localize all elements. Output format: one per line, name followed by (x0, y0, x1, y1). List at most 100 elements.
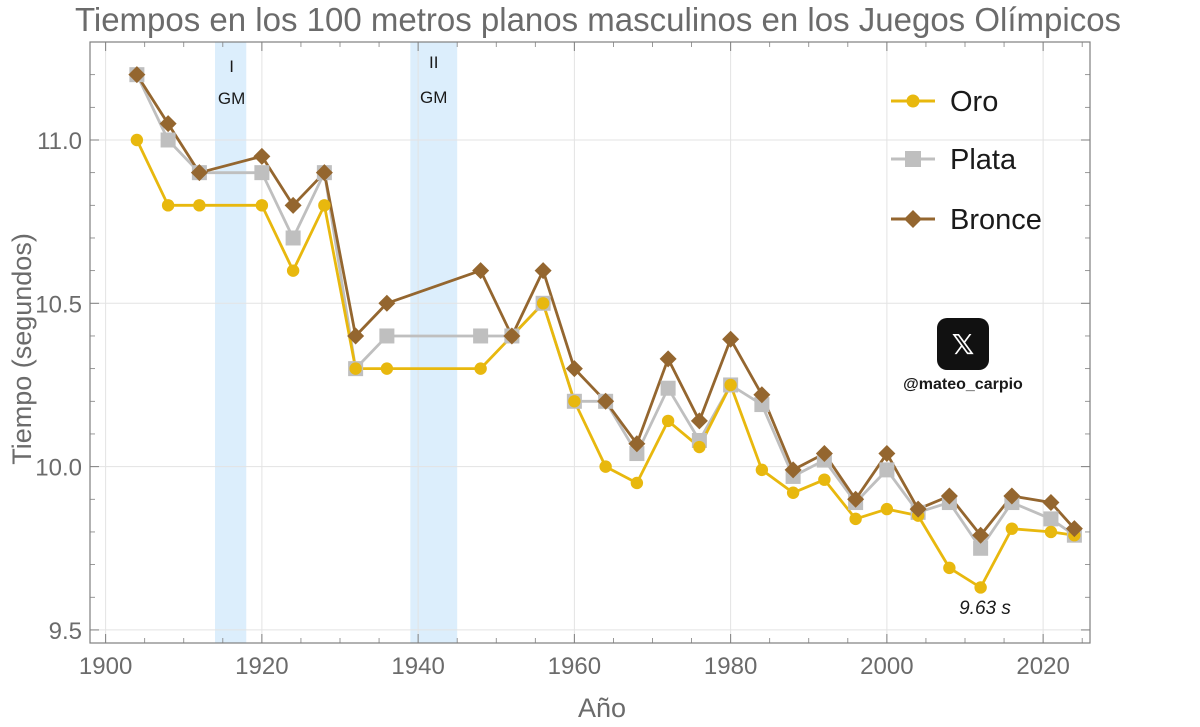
point-plata (629, 446, 645, 462)
axis-ticks: 1900 1920 1940 1960 1980 2000 2020 9.5 10.0 10.5 1… (35, 42, 1090, 680)
war-band-1-label-line2: GM (218, 89, 245, 108)
point-oro (130, 133, 144, 147)
x-tick-label: 2020 (1016, 653, 1069, 680)
point-bronce (972, 526, 990, 544)
war-band-1 (215, 42, 247, 643)
series-line-plata (135, 74, 1076, 550)
point-bronce (253, 147, 271, 165)
point-plata (254, 165, 270, 181)
x-axis-label: Año (578, 693, 626, 723)
legend-marker-oro (906, 94, 920, 108)
legend-marker-plata (905, 151, 921, 167)
x-tick-label: 1900 (79, 653, 132, 680)
point-bronce (690, 412, 708, 430)
point-oro (193, 199, 206, 212)
war-band-2 (410, 42, 458, 643)
war-bands (215, 42, 458, 643)
point-oro (943, 561, 956, 575)
point-bronce (784, 461, 802, 479)
legend: Oro Plata Bronce (891, 86, 1042, 236)
war-band-labels: I GM II GM (218, 53, 448, 108)
y-tick-label: 10.5 (35, 291, 82, 318)
point-bronce (503, 327, 521, 345)
plot-frame (89, 41, 1091, 644)
point-oro (755, 463, 769, 477)
point-oro (880, 502, 894, 516)
legend-label-plata: Plata (950, 144, 1017, 176)
point-oro (318, 199, 331, 212)
point-plata (473, 328, 489, 344)
point-oro (1044, 525, 1058, 539)
point-bronce (284, 196, 302, 214)
watermark: 𝕏 @mateo_carpio (903, 318, 1023, 393)
point-bronce (753, 386, 771, 404)
point-oro (724, 378, 737, 392)
y-tick-label: 9.5 (49, 618, 82, 645)
legend-marker-bronce (904, 210, 922, 228)
x-logo-glyph: 𝕏 (952, 328, 975, 361)
watermark-handle: @mateo_carpio (903, 376, 1023, 393)
point-oro (286, 264, 300, 277)
point-bronce (378, 294, 396, 312)
point-oro (818, 473, 831, 486)
series-line-oro (135, 139, 1075, 589)
legend-item-plata: Plata (891, 144, 1017, 176)
point-bronce (628, 435, 646, 453)
point-plata (379, 328, 395, 344)
point-bronce (159, 115, 177, 133)
point-bronce (190, 164, 208, 182)
x-tick-label: 1980 (704, 653, 757, 680)
point-plata (879, 462, 895, 478)
point-oro (786, 486, 800, 499)
point-bronce (878, 445, 896, 463)
point-oro (536, 297, 550, 310)
point-oro (974, 581, 987, 594)
point-bronce (940, 487, 958, 505)
point-oro (661, 414, 675, 428)
y-tick-label: 10.0 (35, 455, 82, 482)
point-oro (1005, 522, 1019, 535)
point-oro (849, 512, 862, 526)
war-band-1-label-line1: I (229, 57, 234, 76)
series-layer (128, 66, 1083, 594)
record-annotation: 9.63 s (959, 598, 1011, 619)
point-plata (285, 230, 301, 246)
point-oro (161, 199, 175, 212)
point-oro (693, 440, 706, 454)
point-bronce (347, 327, 365, 345)
y-tick-label: 11.0 (37, 128, 82, 155)
point-bronce (597, 392, 615, 410)
point-bronce (534, 262, 552, 280)
point-oro (255, 199, 269, 212)
point-bronce (315, 164, 333, 182)
y-axis-label: Tiempo (segundos) (7, 233, 37, 465)
war-band-2-label-line2: GM (420, 88, 447, 107)
x-tick-label: 1960 (548, 653, 601, 680)
point-bronce (909, 500, 927, 518)
legend-item-bronce: Bronce (891, 204, 1042, 236)
point-oro (630, 476, 644, 490)
point-plata (160, 132, 176, 148)
legend-item-oro: Oro (891, 86, 998, 118)
x-tick-label: 1920 (235, 653, 288, 680)
x-logo-icon (937, 318, 989, 370)
point-bronce (1065, 520, 1083, 538)
legend-label-bronce: Bronce (950, 204, 1042, 236)
point-bronce (659, 350, 677, 368)
point-plata (1043, 511, 1059, 527)
point-bronce (128, 66, 146, 84)
chart-title: Tiempos en los 100 metros planos masculi… (75, 1, 1121, 38)
point-bronce (1003, 487, 1021, 505)
point-oro (349, 362, 362, 375)
x-tick-label: 1940 (391, 653, 444, 680)
point-bronce (847, 490, 865, 508)
series-line-bronce (135, 73, 1076, 537)
point-plata (660, 380, 676, 396)
war-band-2-label-line1: II (429, 53, 438, 72)
point-plata (973, 540, 989, 556)
point-bronce (1042, 494, 1060, 512)
point-bronce (472, 262, 490, 280)
point-plata (754, 397, 770, 413)
point-bronce (722, 330, 740, 348)
